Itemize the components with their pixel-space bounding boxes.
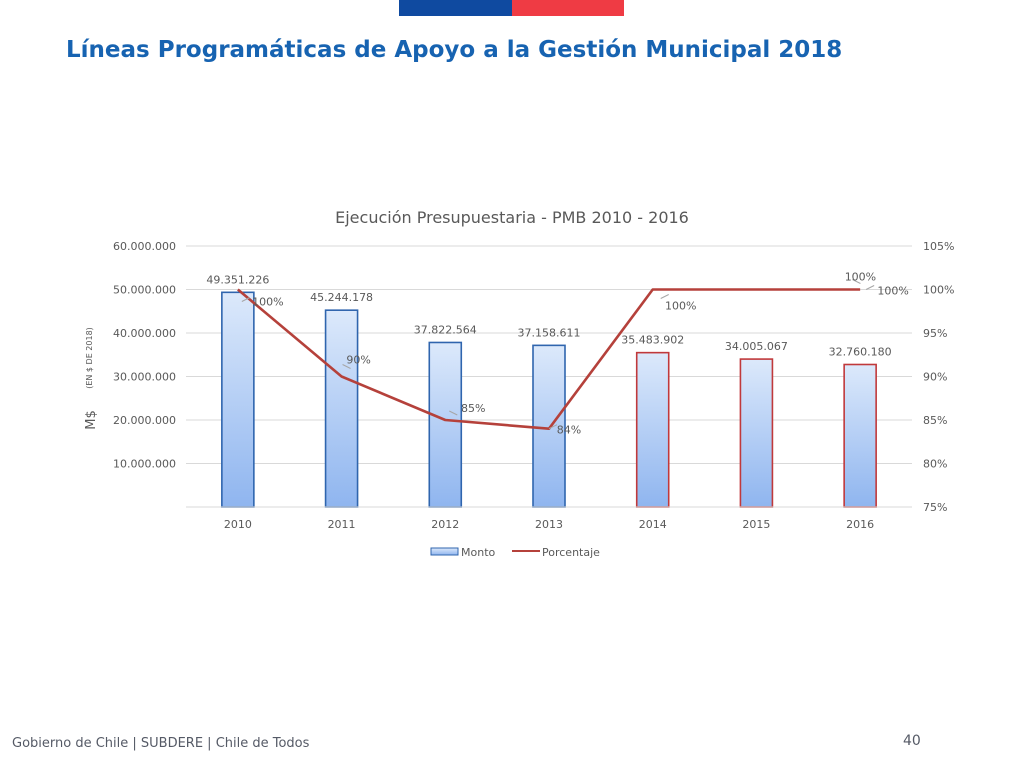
y-axis-title: M$ [84,410,99,430]
bar-value-label: 45.244.178 [310,291,373,304]
x-tick-label: 2012 [431,518,459,531]
bar-monto [739,358,774,508]
chart-axes: 10.000.000 20.000.000 30.000.000 40.000.000… [113,240,954,531]
line-value-label: 100% [252,296,283,309]
y-tick-label: 10.000.000 [113,458,176,471]
y2-tick-label: 75% [923,501,947,514]
line-value-label: 84% [557,424,581,437]
y-tick-label: 30.000.000 [113,371,176,384]
y-tick-label: 40.000.000 [113,327,176,340]
x-tick-label: 2010 [224,518,252,531]
bar-monto [324,309,359,508]
bar-value-label: 37.822.564 [414,323,477,336]
y2-tick-label: 105% [923,240,954,253]
y2-tick-label: 95% [923,327,947,340]
legend-label-monto: Monto [461,546,496,559]
bar-monto [221,291,255,508]
line-value-label: 100% [877,285,908,298]
line-value-label: 100% [845,271,876,284]
legend-label-porcentaje: Porcentaje [542,546,600,559]
bar-monto [635,351,670,508]
x-tick-label: 2011 [328,518,356,531]
line-label-leader [449,410,458,416]
y-tick-label: 50.000.000 [113,284,176,297]
line-value-label: 90% [346,354,370,367]
bar-monto [428,341,463,508]
x-tick-label: 2013 [535,518,563,531]
bar-value-label: 34.005.067 [725,340,788,353]
page-number: 40 [903,733,921,749]
bar-value-label: 49.351.226 [206,273,269,286]
chart-bars [221,291,877,508]
y-tick-label: 20.000.000 [113,414,176,427]
footer-text: Gobierno de Chile | SUBDERE | Chile de T… [12,736,310,751]
y-axis-unit-note: (EN $ DE 2018) [85,327,94,389]
line-label-leader [548,424,558,430]
line-value-label: 100% [665,300,696,313]
bar-value-label: 37.158.611 [518,326,581,339]
x-tick-label: 2016 [846,518,874,531]
flag-blue-stripe [399,0,512,16]
chart-legend: Monto Porcentaje [430,546,600,559]
legend-swatch-monto [430,547,459,556]
chart-data-labels: 49.351.226 45.244.178 37.822.564 37.158.611… [206,271,909,437]
flag-red-stripe [512,0,624,16]
y2-tick-label: 90% [923,371,947,384]
x-tick-label: 2015 [742,518,770,531]
x-tick-label: 2014 [639,518,667,531]
bar-value-label: 32.760.180 [829,345,892,358]
line-label-leader [852,279,861,284]
line-label-leader [241,297,251,302]
slide-title: Líneas Programáticas de Apoyo a la Gesti… [66,37,843,63]
y-tick-label: 60.000.000 [113,240,176,253]
bar-monto [843,363,877,508]
line-label-leader [865,285,875,290]
line-label-leader [660,294,669,299]
y2-tick-label: 85% [923,414,947,427]
chart-title: Ejecución Presupuestaria - PMB 2010 - 20… [335,208,689,227]
line-label-leader [342,364,351,369]
y2-tick-label: 100% [923,284,954,297]
y2-tick-label: 80% [923,458,947,471]
bar-value-label: 35.483.902 [621,334,684,347]
line-value-label: 85% [461,402,485,415]
